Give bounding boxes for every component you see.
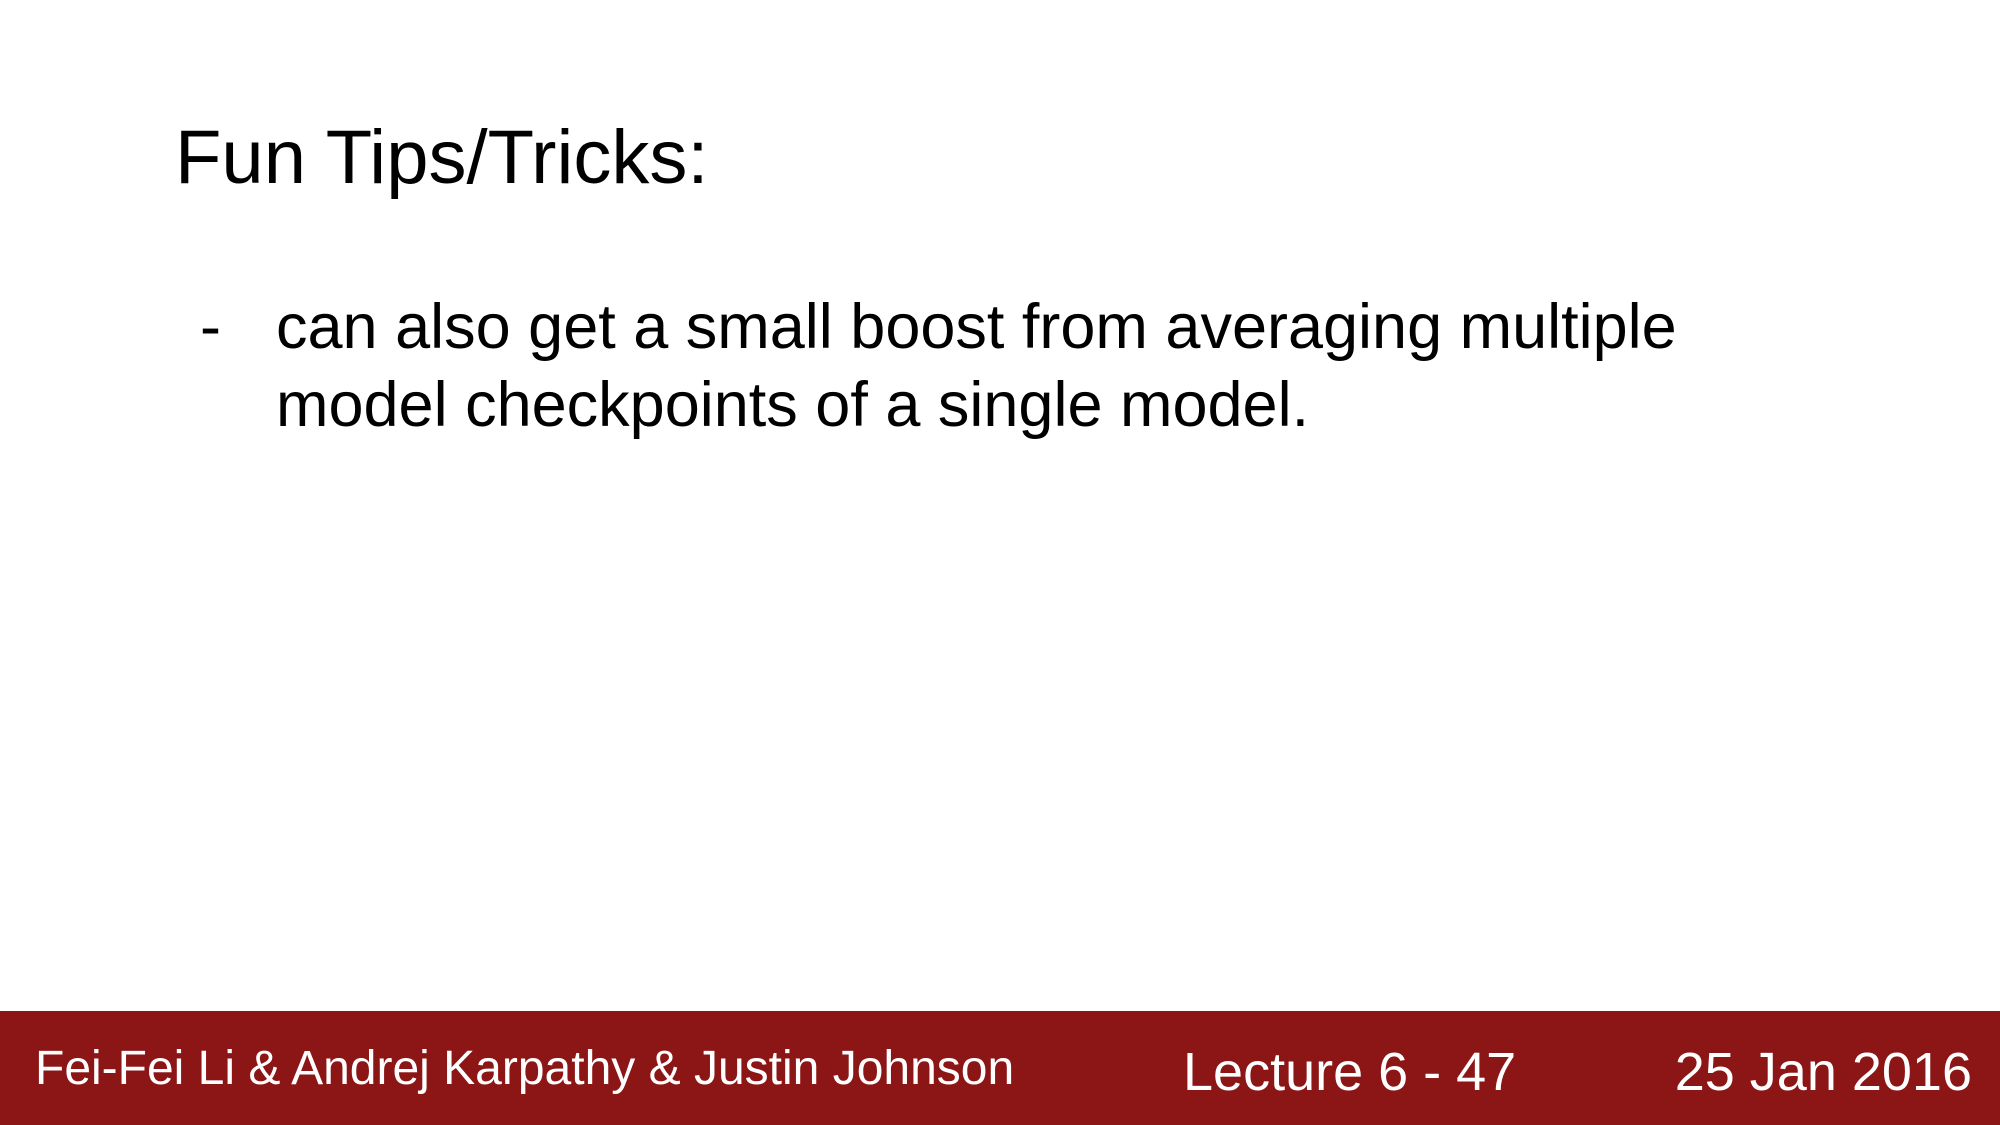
bullet-text: can also get a small boost from averagin…: [276, 292, 1677, 440]
footer-authors: Fei-Fei Li & Andrej Karpathy & Justin Jo…: [35, 1042, 1015, 1095]
footer-bar: Fei-Fei Li & Andrej Karpathy & Justin Jo…: [0, 1011, 2000, 1125]
bullet-list: - can also get a small boost from averag…: [200, 288, 1850, 444]
footer-date: 25 Jan 2016: [1674, 1042, 1972, 1102]
slide-title: Fun Tips/Tricks:: [175, 115, 709, 200]
bullet-marker: -: [200, 292, 221, 362]
bullet-item: - can also get a small boost from averag…: [200, 288, 1850, 444]
footer-lecture-number: Lecture 6 - 47: [1183, 1042, 1517, 1102]
